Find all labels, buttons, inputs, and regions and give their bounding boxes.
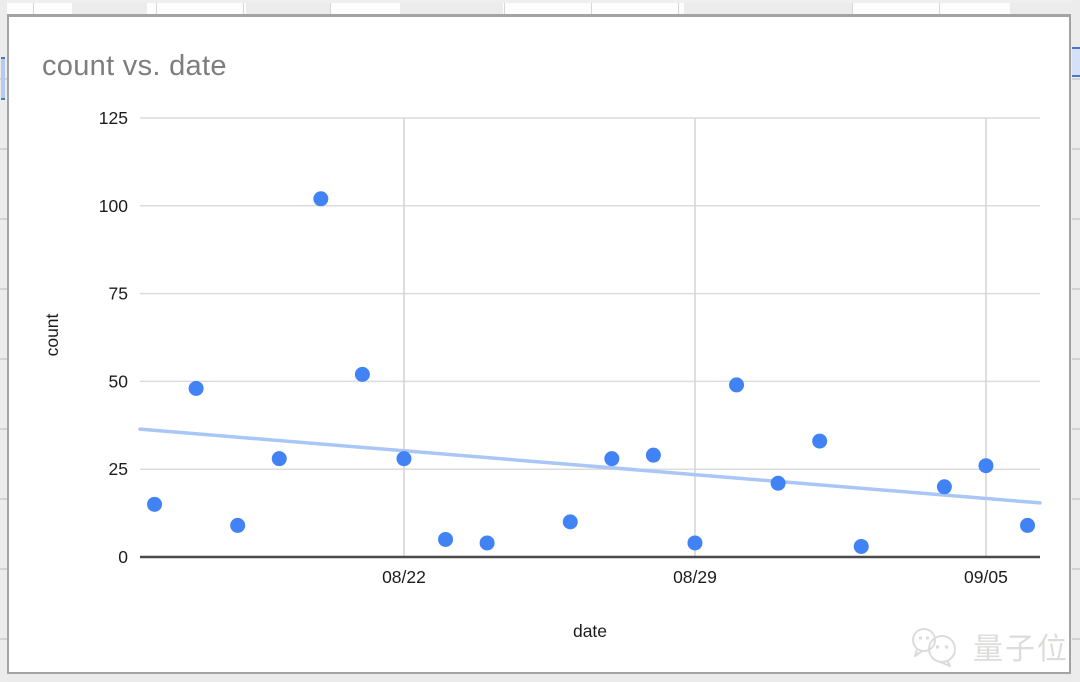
data-point[interactable] <box>562 514 578 530</box>
y-tick-label: 100 <box>99 196 128 216</box>
spreadsheet-cell <box>246 3 330 14</box>
data-point[interactable] <box>479 535 495 551</box>
y-axis-title: count <box>42 313 62 357</box>
x-tick-label: 09/05 <box>964 567 1008 587</box>
chat-bubbles-logo-icon <box>912 628 956 667</box>
spreadsheet-cell <box>684 3 852 14</box>
spreadsheet-cell <box>72 3 147 14</box>
scatter-plot[interactable]: 0 25 50 75 100 125 08/22 08/29 09/05 <box>9 17 1069 673</box>
trendline[interactable] <box>138 427 1042 505</box>
watermark-text: 量子位 <box>973 633 1069 666</box>
spreadsheet-cell <box>1010 3 1080 14</box>
x-tick-label: 08/29 <box>673 567 717 587</box>
data-point[interactable] <box>853 538 869 554</box>
y-tick-label: 25 <box>109 459 128 479</box>
y-tick-label: 0 <box>118 547 128 567</box>
y-tick-label: 50 <box>109 371 129 391</box>
selected-cell-highlight-left <box>1 57 5 100</box>
data-point[interactable] <box>604 451 620 467</box>
data-point[interactable] <box>147 496 163 512</box>
watermark: 量子位 <box>909 623 1069 669</box>
spreadsheet-top-cells-row[interactable] <box>0 0 1080 14</box>
y-tick-label: 75 <box>109 284 128 304</box>
data-point[interactable] <box>313 191 329 207</box>
data-point[interactable] <box>978 458 994 474</box>
data-point[interactable] <box>729 377 745 393</box>
chart-card[interactable]: count vs. date 0 25 50 75 100 125 08/22 08/29 09… <box>7 14 1071 674</box>
data-point[interactable] <box>770 475 786 491</box>
spreadsheet-cell-borders <box>0 3 1080 14</box>
spreadsheet-left-edge[interactable] <box>0 0 7 682</box>
data-point[interactable] <box>271 451 287 467</box>
spreadsheet-right-edge[interactable] <box>1072 0 1080 682</box>
data-point[interactable] <box>354 366 370 382</box>
data-point[interactable] <box>687 535 703 551</box>
data-point[interactable] <box>645 447 661 463</box>
data-point[interactable] <box>230 517 246 533</box>
data-point[interactable] <box>396 451 412 467</box>
chart-title: count vs. date <box>42 50 227 82</box>
data-point[interactable] <box>812 433 828 449</box>
data-point[interactable] <box>936 479 952 495</box>
selected-cell-highlight-right <box>1072 47 1080 77</box>
data-point[interactable] <box>1020 517 1036 533</box>
y-tick-label: 125 <box>99 108 128 128</box>
spreadsheet-cell <box>400 3 503 14</box>
data-point[interactable] <box>438 531 454 547</box>
x-tick-label: 08/22 <box>382 567 426 587</box>
x-axis-title: date <box>572 621 608 641</box>
data-point[interactable] <box>188 380 204 396</box>
